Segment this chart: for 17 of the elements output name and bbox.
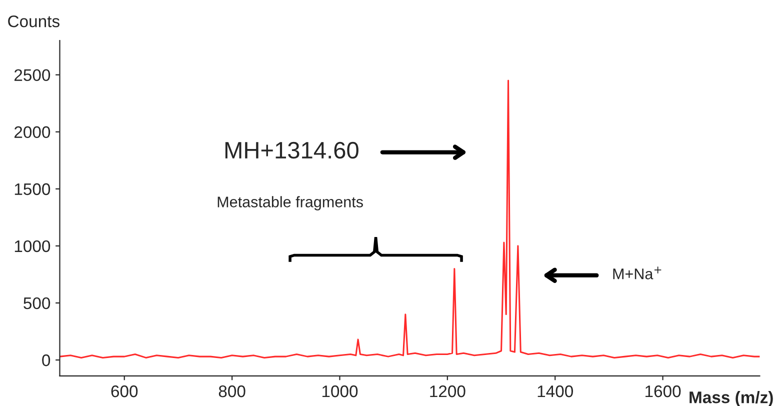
- y-tick-label: 0: [42, 354, 50, 366]
- y-tick-label: 2000: [14, 126, 50, 138]
- x-tick-label: 1200: [430, 385, 466, 398]
- x-tick-label: 800: [218, 385, 246, 398]
- x-tick-label: 1400: [538, 385, 573, 398]
- y-tick-label: 1000: [14, 240, 50, 252]
- x-tick-label: 1000: [322, 385, 358, 398]
- annotation: MH+1314.60: [225, 142, 358, 159]
- y-axis-title: Counts: [8, 15, 60, 28]
- y-tick-label: 2500: [14, 69, 50, 82]
- line-series: [60, 80, 760, 358]
- x-tick-label: 600: [111, 385, 138, 398]
- x-tick-label: 1600: [646, 385, 681, 398]
- y-tick-label: 1500: [14, 183, 50, 196]
- annotation: M+Na$^{+}$: [613, 266, 662, 280]
- y-tick-label: 500: [24, 297, 50, 310]
- annotation: Metastable fragments: [218, 196, 363, 210]
